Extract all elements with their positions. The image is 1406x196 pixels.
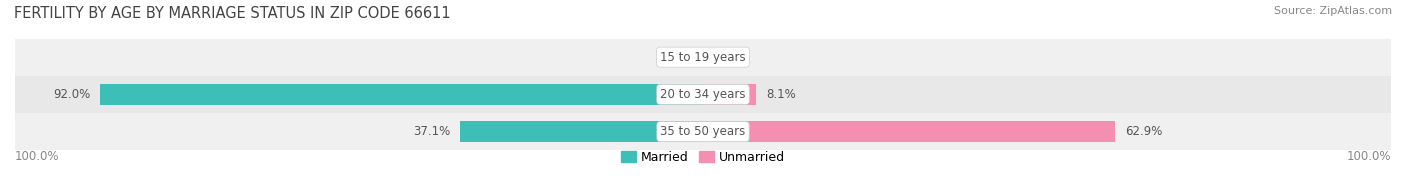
Text: 37.1%: 37.1%	[413, 125, 450, 138]
Text: FERTILITY BY AGE BY MARRIAGE STATUS IN ZIP CODE 66611: FERTILITY BY AGE BY MARRIAGE STATUS IN Z…	[14, 6, 451, 21]
Legend: Married, Unmarried: Married, Unmarried	[621, 151, 785, 164]
Text: 0.0%: 0.0%	[657, 51, 686, 64]
Bar	[703, 84, 756, 105]
Text: 8.1%: 8.1%	[766, 88, 796, 101]
Text: 0.0%: 0.0%	[720, 51, 749, 64]
Bar	[100, 84, 703, 105]
Text: 100.0%: 100.0%	[15, 150, 59, 163]
Text: 15 to 19 years: 15 to 19 years	[661, 51, 745, 64]
Text: 92.0%: 92.0%	[53, 88, 90, 101]
Bar	[460, 121, 703, 142]
Bar	[15, 39, 1391, 76]
Text: Source: ZipAtlas.com: Source: ZipAtlas.com	[1274, 6, 1392, 16]
Text: 35 to 50 years: 35 to 50 years	[661, 125, 745, 138]
Bar	[15, 76, 1391, 113]
Text: 62.9%: 62.9%	[1125, 125, 1163, 138]
Bar	[15, 113, 1391, 150]
Text: 20 to 34 years: 20 to 34 years	[661, 88, 745, 101]
Bar	[703, 121, 1115, 142]
Text: 100.0%: 100.0%	[1347, 150, 1391, 163]
